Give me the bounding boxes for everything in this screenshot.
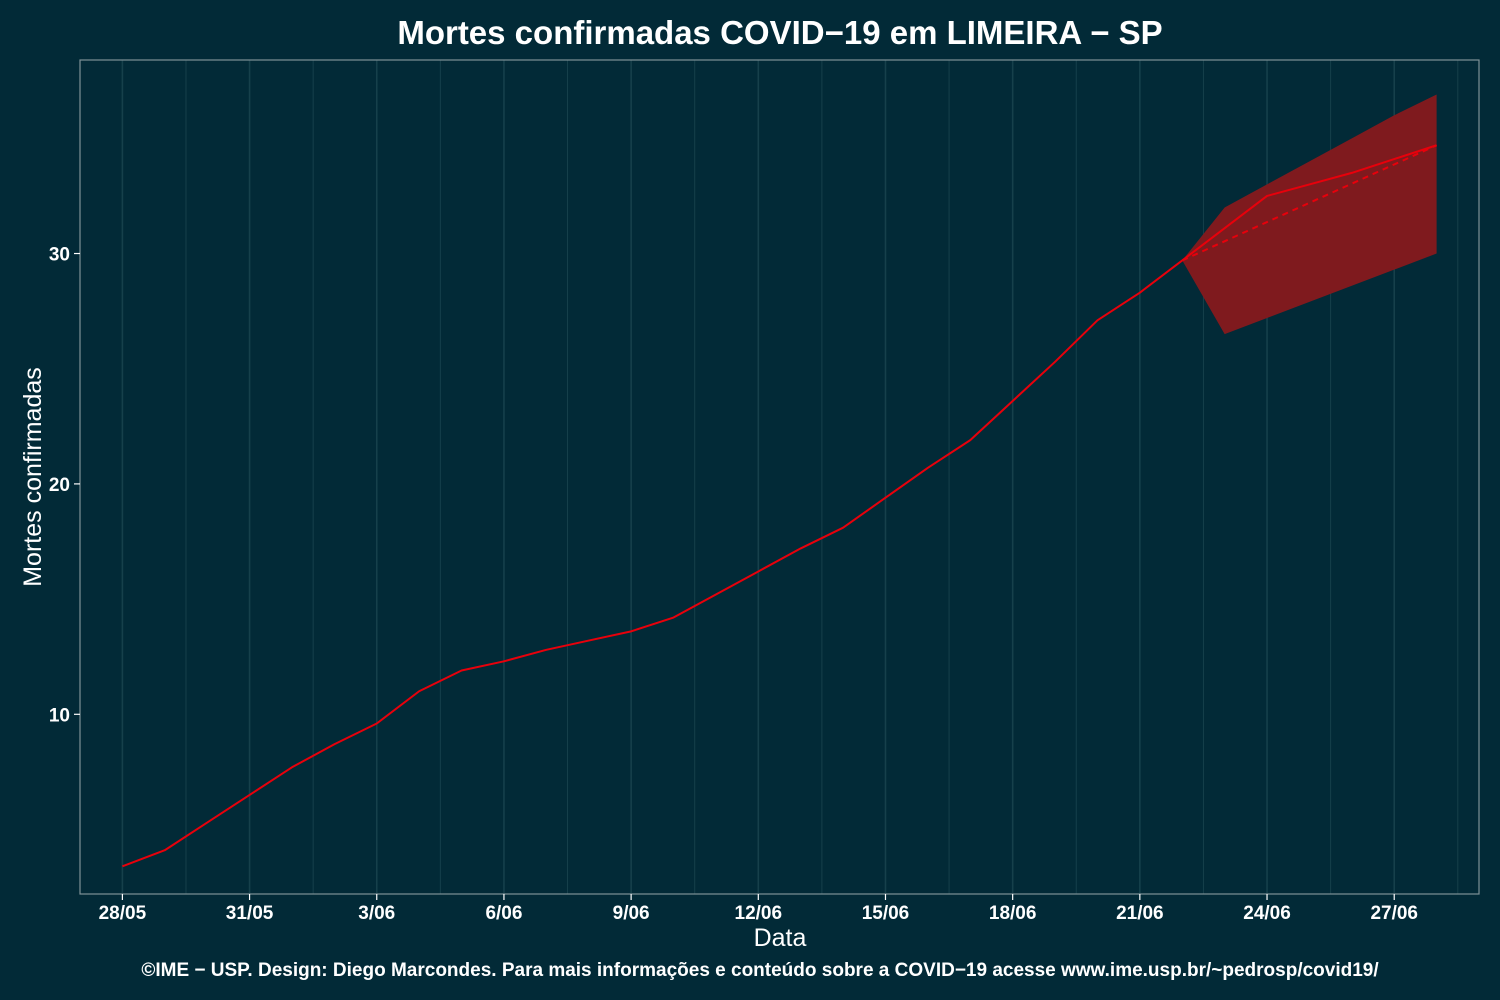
x-tick-label: 27/06 bbox=[1370, 903, 1418, 924]
series-line-1 bbox=[1181, 144, 1437, 262]
x-tick-label: 12/06 bbox=[735, 903, 783, 924]
series-line-trend-dashed bbox=[1181, 144, 1438, 262]
y-axis-title: Mortes confirmadas bbox=[19, 367, 47, 587]
y-tick-label: 10 bbox=[49, 705, 70, 726]
y-tick-label: 20 bbox=[49, 475, 70, 496]
series-line-0 bbox=[122, 259, 1183, 868]
x-tick-label: 9/06 bbox=[613, 903, 650, 924]
x-tick-label: 21/06 bbox=[1116, 903, 1164, 924]
x-tick-label: 24/06 bbox=[1243, 903, 1291, 924]
prediction-interval-band bbox=[1182, 94, 1437, 335]
x-tick-label: 3/06 bbox=[358, 903, 395, 924]
x-axis-ticks: 28/05 31/05 3/06 6/06 9/06 12/06 15/06 18/06 21/… bbox=[99, 894, 1418, 924]
y-tick-label: 30 bbox=[49, 245, 70, 266]
y-axis-ticks: 10 20 30 bbox=[49, 245, 80, 726]
chart-title: Mortes confirmadas COVID−19 em LIMEIRA −… bbox=[397, 14, 1162, 51]
x-tick-label: 6/06 bbox=[485, 903, 522, 924]
footer-caption: ©IME − USP. Design: Diego Marcondes. Par… bbox=[141, 960, 1379, 981]
x-tick-label: 31/05 bbox=[226, 903, 274, 924]
x-axis-title: Data bbox=[754, 924, 807, 952]
x-tick-label: 18/06 bbox=[989, 903, 1037, 924]
series-lines bbox=[122, 144, 1438, 868]
plot-frame bbox=[79, 59, 1480, 895]
x-tick-label: 15/06 bbox=[862, 903, 910, 924]
prediction-band bbox=[1182, 94, 1437, 335]
x-tick-label: 28/05 bbox=[99, 903, 147, 924]
